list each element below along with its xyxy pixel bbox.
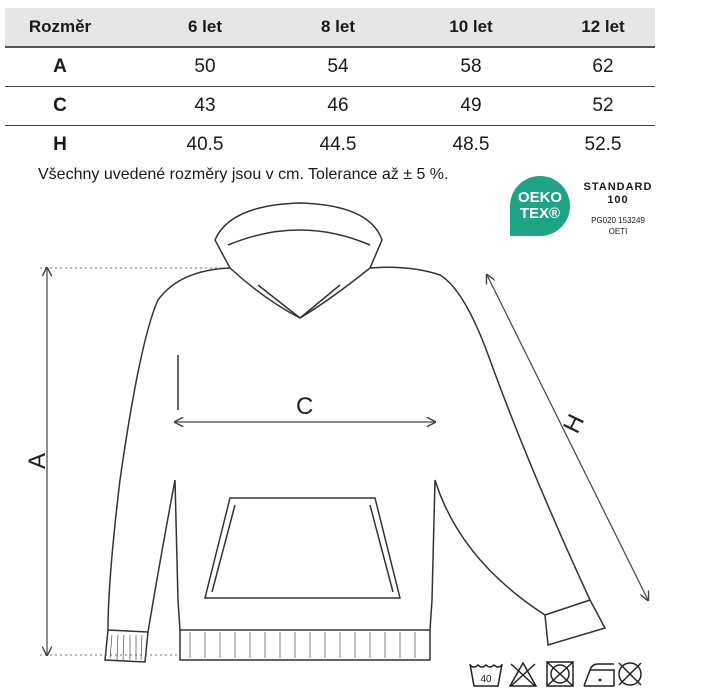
row-label: C bbox=[53, 95, 67, 116]
arrow-h bbox=[487, 275, 648, 600]
table-cell: 52 bbox=[592, 95, 614, 116]
label-a: A bbox=[24, 452, 52, 470]
iron-low-icon bbox=[583, 663, 615, 687]
table-cell: 48.5 bbox=[452, 134, 490, 155]
standard-text: STANDARD bbox=[583, 181, 653, 193]
wash-40-icon: 40 bbox=[469, 663, 503, 687]
table-row: A 50 54 58 62 bbox=[5, 48, 655, 87]
table-cell: 54 bbox=[327, 56, 349, 77]
table-cell: 52.5 bbox=[584, 134, 622, 155]
table-row: H 40.5 44.5 48.5 52.5 bbox=[5, 126, 655, 164]
oeko-tex-logo: OEKO TEX® bbox=[510, 176, 570, 236]
header-10: 10 let bbox=[449, 17, 493, 36]
hoodie-outline bbox=[104, 202, 607, 663]
table-cell: 43 bbox=[194, 95, 216, 116]
table-header: Rozměr 6 let 8 let 10 let 12 let bbox=[5, 8, 655, 48]
certificate-code: PG020 153249 OETI bbox=[578, 215, 658, 237]
table-cell: 40.5 bbox=[186, 134, 224, 155]
wash-temp: 40 bbox=[480, 674, 492, 685]
header-size: Rozměr bbox=[28, 17, 92, 36]
table-cell: 49 bbox=[460, 95, 482, 116]
table-cell: 58 bbox=[460, 56, 482, 77]
do-not-dry-clean-icon bbox=[618, 662, 642, 686]
logo-line2: TEX® bbox=[519, 205, 561, 222]
row-label: H bbox=[53, 134, 67, 155]
table-cell: 44.5 bbox=[319, 134, 357, 155]
header-8: 8 let bbox=[320, 17, 356, 36]
do-not-tumble-dry-icon bbox=[546, 661, 574, 687]
measurement-arrows bbox=[40, 268, 648, 655]
table-cell: 62 bbox=[592, 56, 614, 77]
standard-label: STANDARD 100 bbox=[578, 181, 658, 207]
standard-number: 100 bbox=[607, 194, 629, 206]
row-label: A bbox=[53, 56, 67, 77]
table-cell: 46 bbox=[327, 95, 349, 116]
do-not-bleach-icon bbox=[508, 661, 538, 687]
cert-institute: OETI bbox=[608, 227, 628, 236]
logo-line1: OEKO bbox=[517, 189, 563, 206]
table-row: C 43 46 49 52 bbox=[5, 87, 655, 126]
tolerance-note: Všechny uvedené rozměry jsou v cm. Toler… bbox=[38, 166, 449, 183]
label-c: C bbox=[296, 393, 314, 420]
size-table: Rozměr 6 let 8 let 10 let 12 let A 50 54… bbox=[5, 8, 655, 164]
table-cell: 50 bbox=[194, 56, 216, 77]
header-6: 6 let bbox=[187, 17, 223, 36]
cert-code: PG020 153249 bbox=[591, 216, 645, 225]
header-12: 12 let bbox=[581, 17, 625, 36]
